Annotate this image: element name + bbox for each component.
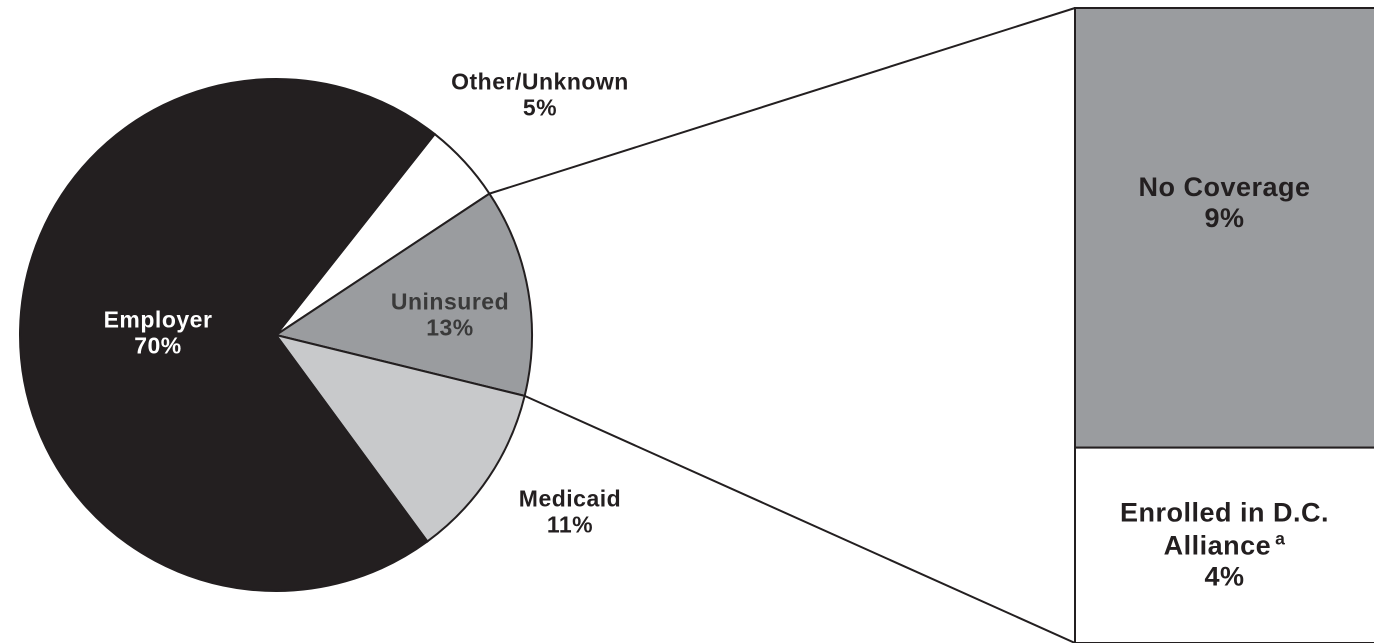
category-label: Medicaid xyxy=(518,485,622,512)
bar-segment xyxy=(1074,7,1374,449)
category-label: Employer xyxy=(103,306,213,333)
pie-label: Uninsured 13% xyxy=(391,289,509,342)
bar-label: No Coverage 9% xyxy=(1090,172,1360,234)
pie-label: Medicaid 11% xyxy=(519,486,621,539)
value-label: 4% xyxy=(1204,561,1245,592)
value-label: 70% xyxy=(134,333,182,359)
pie-slice xyxy=(273,192,533,398)
value-label: 5% xyxy=(522,95,558,121)
category-row: Enrolled in D.C. Alliance a xyxy=(1090,498,1360,562)
pie-label: Other/Unknown 5% xyxy=(451,69,629,122)
connector-line xyxy=(524,394,1076,643)
value-label: 9% xyxy=(1204,202,1245,233)
value-label: 11% xyxy=(546,512,594,538)
bar-label: Enrolled in D.C. Alliance a 4% xyxy=(1090,498,1360,593)
category-row: No Coverage xyxy=(1090,172,1360,203)
category-label: Uninsured xyxy=(390,288,510,315)
value-label: 13% xyxy=(426,315,474,341)
category-label: No Coverage xyxy=(1138,171,1311,202)
category-label: Other/Unknown xyxy=(451,68,629,95)
bar-segment xyxy=(1074,446,1374,643)
pie-slice xyxy=(19,78,437,592)
connector-line xyxy=(489,7,1076,195)
category-label: Enrolled in D.C. Alliance xyxy=(1119,497,1329,561)
pie-label: Employer 70% xyxy=(104,307,213,360)
pie-slice xyxy=(273,333,526,543)
footnote-mark: a xyxy=(1275,528,1286,549)
